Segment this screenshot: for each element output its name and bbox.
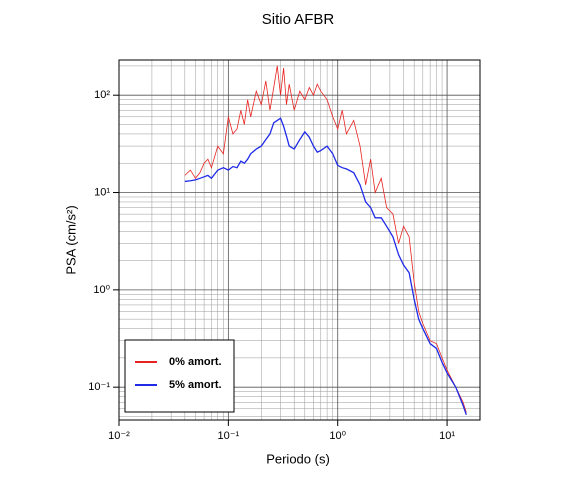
x-tick-label: 10⁻¹ — [218, 430, 240, 442]
series-line — [184, 65, 467, 413]
y-axis-label: PSA (cm/s²) — [63, 205, 78, 274]
x-axis-label: Periodo (s) — [266, 451, 330, 466]
y-tick-label: 10⁰ — [93, 284, 110, 296]
x-tick-label: 10⁻² — [108, 430, 130, 442]
x-tick-label: 10⁰ — [329, 430, 346, 442]
y-tick-label: 10² — [94, 89, 110, 101]
x-tick-label: 10¹ — [439, 430, 455, 442]
y-tick-label: 10¹ — [94, 186, 110, 198]
chart-title: Sitio AFBR — [262, 11, 335, 28]
series-line — [184, 117, 467, 416]
legend-box — [124, 339, 235, 413]
plot-frame — [118, 59, 481, 421]
legend-label: 5% amort. — [169, 379, 222, 391]
legend-label: 0% amort. — [169, 356, 222, 368]
y-tick-label: 10⁻¹ — [88, 381, 110, 393]
